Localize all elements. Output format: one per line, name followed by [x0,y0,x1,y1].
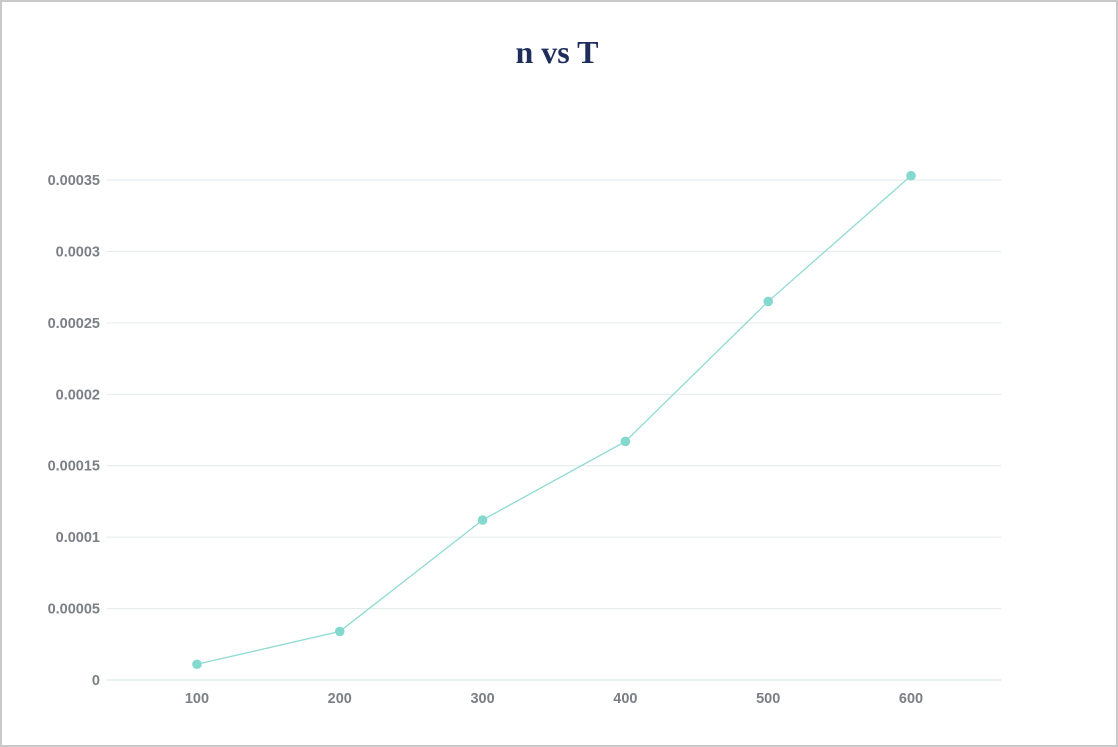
chart-title: n vs T [515,34,599,70]
x-tick-label: 500 [756,691,780,707]
y-tick-label: 0.00005 [48,602,100,618]
series-line [196,175,912,665]
x-tick-label: 400 [613,691,637,707]
y-axis-ticks: 0 0.00005 0.0001 0.00015 0.0002 0.00025 0.0003… [48,173,100,689]
y-tick-label: 0.00025 [48,316,100,332]
data-point[interactable] [906,170,916,181]
x-tick-label: 300 [470,691,494,707]
x-axis-ticks: 100 200 300 400 500 600 [185,691,923,707]
x-tick-label: 200 [328,691,352,707]
y-tick-label: 0.0001 [56,530,100,546]
series-layer [192,170,916,670]
y-tick-label: 0.0003 [56,244,100,260]
y-tick-label: 0 [92,673,100,689]
data-point[interactable] [192,659,202,670]
grid-lines [107,179,1001,681]
x-tick-label: 100 [185,691,209,707]
y-tick-label: 0.0002 [56,387,100,403]
y-tick-label: 0.00035 [48,173,100,189]
data-point[interactable] [334,626,345,637]
y-tick-label: 0.00015 [48,459,100,475]
x-tick-label: 600 [899,691,923,707]
data-point[interactable] [763,296,774,307]
data-point[interactable] [620,436,631,447]
data-point[interactable] [477,515,488,525]
